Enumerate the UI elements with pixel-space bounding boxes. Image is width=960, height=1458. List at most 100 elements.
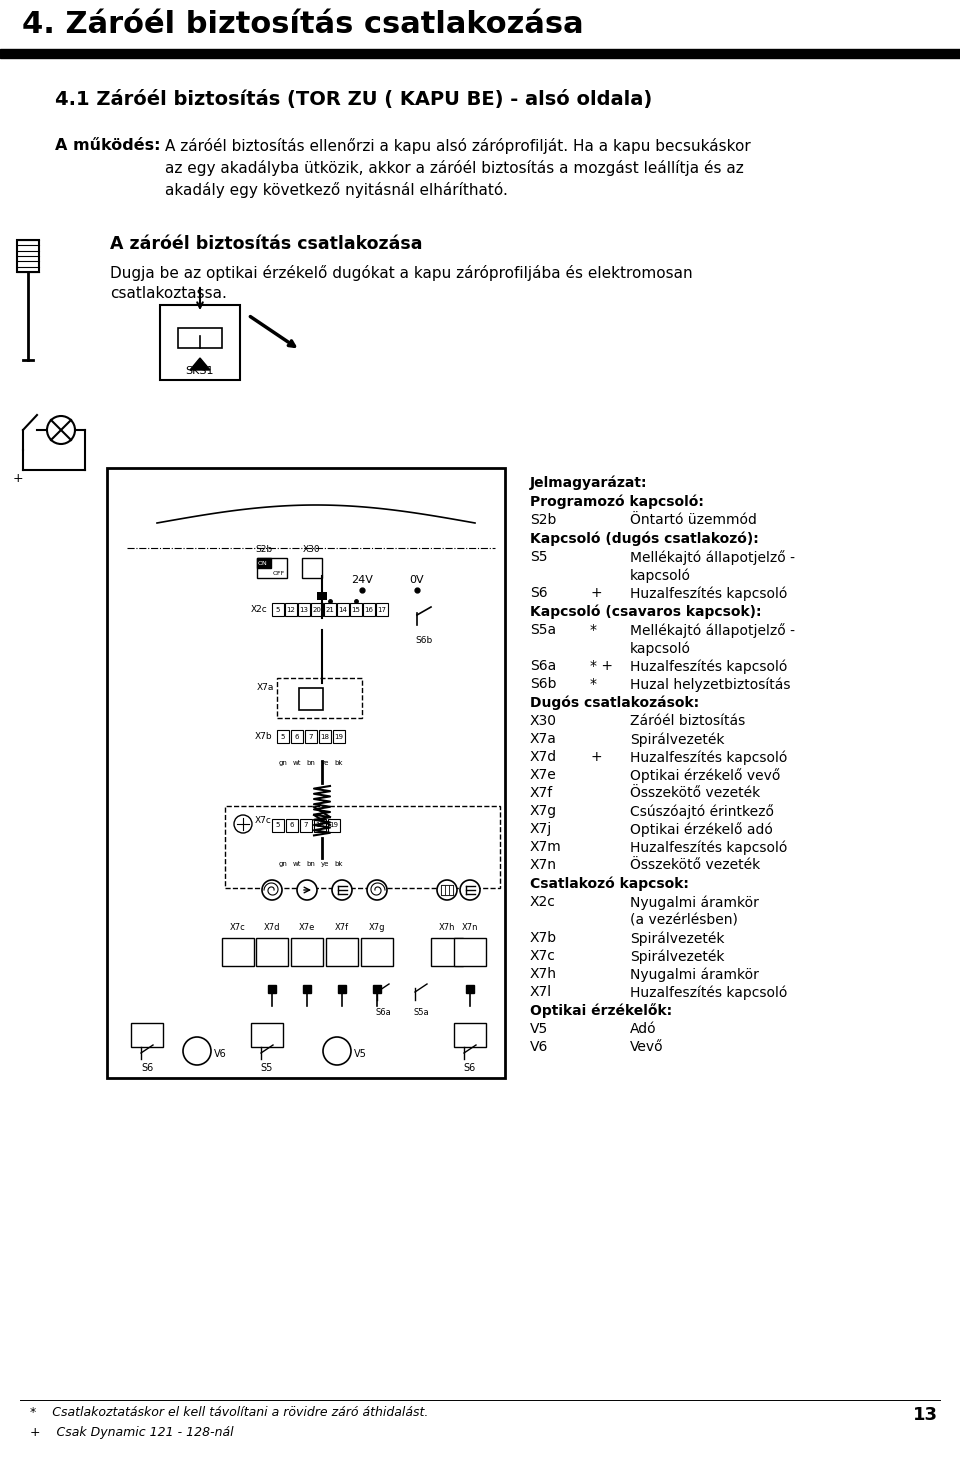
Text: 20: 20 xyxy=(313,607,322,612)
Bar xyxy=(311,604,323,615)
Text: kapcsoló: kapcsoló xyxy=(630,642,691,656)
Circle shape xyxy=(437,881,457,900)
Text: 4.1 Záróél biztosítás (TOR ZU ( KAPU BE) - alsó oldala): 4.1 Záróél biztosítás (TOR ZU ( KAPU BE)… xyxy=(55,90,652,109)
Polygon shape xyxy=(190,359,210,370)
Text: A záróél biztosítás ellenőrzi a kapu alsó záróprofilját. Ha a kapu becsukáskor: A záróél biztosítás ellenőrzi a kapu als… xyxy=(165,139,751,155)
Text: +    Csak Dynamic 121 - 128-nál: + Csak Dynamic 121 - 128-nál xyxy=(30,1426,233,1439)
Text: Kapcsoló (dugós csatlakozó):: Kapcsoló (dugós csatlakozó): xyxy=(530,531,758,545)
Circle shape xyxy=(323,1037,351,1064)
Text: X7h: X7h xyxy=(530,967,557,981)
Text: Mellékajtó állapotjelző -: Mellékajtó állapotjelző - xyxy=(630,623,795,637)
Text: bn: bn xyxy=(306,760,316,765)
Text: 24V: 24V xyxy=(351,574,372,585)
Text: ON: ON xyxy=(257,560,267,566)
Text: ye: ye xyxy=(321,862,329,868)
Text: bk: bk xyxy=(335,862,344,868)
Bar xyxy=(337,604,349,615)
Circle shape xyxy=(367,881,387,900)
Text: X7d: X7d xyxy=(530,749,557,764)
Text: S6b: S6b xyxy=(530,677,557,691)
Text: Huzalfeszítés kapcsoló: Huzalfeszítés kapcsoló xyxy=(630,840,787,854)
Text: Adó: Adó xyxy=(630,1022,657,1037)
Text: Összekötő vezeték: Összekötő vezeték xyxy=(630,857,760,872)
Text: V6: V6 xyxy=(214,1048,227,1059)
Bar xyxy=(178,328,222,348)
Bar xyxy=(222,937,254,967)
Text: 5: 5 xyxy=(281,733,285,739)
Text: Huzalfeszítés kapcsoló: Huzalfeszítés kapcsoló xyxy=(630,586,787,601)
Text: Öntartó üzemmód: Öntartó üzemmód xyxy=(630,513,756,526)
Text: X7h: X7h xyxy=(439,923,455,932)
Text: * +: * + xyxy=(590,659,613,674)
Circle shape xyxy=(234,815,252,833)
Bar xyxy=(319,730,331,744)
Circle shape xyxy=(460,881,480,900)
Text: X7g: X7g xyxy=(369,923,385,932)
Bar xyxy=(328,819,340,833)
Bar xyxy=(17,241,39,273)
Text: 6: 6 xyxy=(290,822,295,828)
Text: Kapcsoló (csavaros kapcsok):: Kapcsoló (csavaros kapcsok): xyxy=(530,604,761,618)
Bar xyxy=(160,305,240,381)
Text: X7a: X7a xyxy=(256,682,274,693)
Bar xyxy=(449,885,453,895)
Text: X7b: X7b xyxy=(254,732,272,741)
Text: 7: 7 xyxy=(309,733,313,739)
Bar xyxy=(257,558,271,569)
Text: S6b: S6b xyxy=(416,636,433,644)
Text: A záróél biztosítás csatlakozása: A záróél biztosítás csatlakozása xyxy=(110,235,422,254)
Text: Huzalfeszítés kapcsoló: Huzalfeszítés kapcsoló xyxy=(630,659,787,674)
Text: bn: bn xyxy=(306,862,316,868)
Bar xyxy=(466,986,474,993)
Text: S6: S6 xyxy=(464,1063,476,1073)
Text: Csúszóajtó érintkező: Csúszóajtó érintkező xyxy=(630,803,774,819)
Text: *: * xyxy=(590,623,597,637)
Bar xyxy=(257,558,287,577)
Text: 13: 13 xyxy=(300,607,308,612)
Text: *: * xyxy=(590,677,597,691)
Text: X7g: X7g xyxy=(530,803,557,818)
Bar xyxy=(272,819,284,833)
Text: X7d: X7d xyxy=(264,923,280,932)
Circle shape xyxy=(183,1037,211,1064)
Text: X7f: X7f xyxy=(335,923,349,932)
Bar xyxy=(285,604,297,615)
Bar xyxy=(251,1024,283,1047)
Bar xyxy=(225,806,500,888)
Text: 19: 19 xyxy=(329,822,339,828)
Circle shape xyxy=(47,416,75,445)
Bar xyxy=(333,730,345,744)
Text: +: + xyxy=(590,586,602,601)
Bar xyxy=(0,50,960,58)
Text: akadály egy következő nyitásnál elhárítható.: akadály egy következő nyitásnál elháríth… xyxy=(165,182,508,198)
Bar xyxy=(300,819,312,833)
Text: 21: 21 xyxy=(325,607,334,612)
Text: 17: 17 xyxy=(377,607,387,612)
Text: X7f: X7f xyxy=(530,786,553,800)
Text: Optikai érzékelő adó: Optikai érzékelő adó xyxy=(630,822,773,837)
Bar xyxy=(286,819,298,833)
Text: OFF: OFF xyxy=(273,570,285,576)
Text: az egy akadályba ütközik, akkor a záróél biztosítás a mozgást leállítja és az: az egy akadályba ütközik, akkor a záróél… xyxy=(165,160,744,176)
Text: Jelmagyarázat:: Jelmagyarázat: xyxy=(530,475,647,490)
Text: Nyugalmi áramkör: Nyugalmi áramkör xyxy=(630,967,758,981)
Text: X7a: X7a xyxy=(530,732,557,746)
Text: X30: X30 xyxy=(530,714,557,728)
Text: Spirálvezeték: Spirálvezeték xyxy=(630,932,725,945)
Bar xyxy=(298,604,310,615)
Text: X2c: X2c xyxy=(530,895,556,908)
Text: bk: bk xyxy=(335,760,344,765)
Bar xyxy=(373,986,381,993)
Bar xyxy=(277,730,289,744)
Text: 7: 7 xyxy=(303,822,308,828)
Bar xyxy=(338,986,346,993)
Text: Optikai érzékelők:: Optikai érzékelők: xyxy=(530,1003,672,1018)
Text: S6a: S6a xyxy=(530,659,556,674)
Bar xyxy=(363,604,375,615)
Text: csatlakoztassa.: csatlakoztassa. xyxy=(110,286,227,300)
Text: Huzal helyzetbiztosítás: Huzal helyzetbiztosítás xyxy=(630,677,790,691)
Text: 6: 6 xyxy=(295,733,300,739)
Text: 4. Záróél biztosítás csatlakozása: 4. Záróél biztosítás csatlakozása xyxy=(22,10,584,39)
Bar xyxy=(361,937,393,967)
Text: 18: 18 xyxy=(316,822,324,828)
